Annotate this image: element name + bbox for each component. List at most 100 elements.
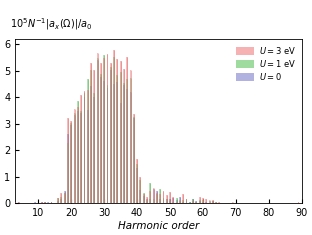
- Bar: [77, 107, 79, 203]
- Bar: [173, 197, 174, 203]
- Bar: [173, 198, 174, 203]
- Bar: [126, 57, 128, 203]
- Bar: [139, 180, 141, 203]
- Bar: [186, 201, 188, 203]
- Bar: [153, 188, 154, 203]
- Bar: [186, 199, 188, 203]
- Bar: [103, 58, 105, 203]
- Bar: [67, 118, 69, 203]
- Bar: [41, 202, 42, 203]
- Bar: [129, 70, 131, 203]
- Bar: [107, 88, 108, 203]
- Bar: [149, 199, 151, 203]
- Bar: [156, 194, 158, 203]
- Bar: [113, 50, 115, 203]
- Bar: [146, 197, 148, 203]
- Bar: [163, 200, 164, 203]
- Bar: [64, 192, 66, 203]
- Bar: [139, 189, 141, 203]
- Bar: [169, 192, 171, 203]
- Bar: [103, 81, 105, 203]
- Bar: [156, 193, 158, 203]
- Bar: [61, 193, 62, 203]
- Bar: [189, 202, 191, 203]
- Bar: [61, 197, 62, 203]
- Bar: [67, 143, 69, 203]
- Bar: [159, 199, 161, 203]
- Bar: [202, 202, 204, 203]
- Bar: [51, 202, 52, 203]
- Bar: [18, 202, 19, 203]
- Bar: [212, 200, 214, 203]
- Bar: [136, 159, 138, 203]
- Bar: [61, 199, 62, 203]
- Bar: [90, 86, 92, 203]
- Bar: [113, 57, 115, 203]
- X-axis label: Harmonic order: Harmonic order: [118, 221, 199, 231]
- Bar: [136, 164, 138, 203]
- Bar: [51, 202, 52, 203]
- Bar: [70, 121, 72, 203]
- Bar: [176, 198, 178, 203]
- Bar: [67, 134, 69, 203]
- Bar: [57, 200, 59, 203]
- Bar: [182, 200, 184, 203]
- Bar: [199, 200, 201, 203]
- Bar: [87, 110, 89, 203]
- Bar: [110, 67, 112, 203]
- Bar: [120, 61, 122, 203]
- Bar: [70, 123, 72, 203]
- Bar: [120, 103, 122, 203]
- Bar: [298, 202, 299, 203]
- Bar: [107, 54, 108, 203]
- Bar: [100, 63, 102, 203]
- Bar: [179, 201, 181, 203]
- Bar: [149, 183, 151, 203]
- Bar: [116, 59, 118, 203]
- Bar: [153, 189, 154, 203]
- Bar: [100, 77, 102, 203]
- Bar: [123, 69, 125, 203]
- Bar: [110, 70, 112, 203]
- Bar: [123, 85, 125, 203]
- Bar: [153, 199, 154, 203]
- Bar: [87, 79, 89, 203]
- Bar: [182, 194, 184, 203]
- Bar: [57, 199, 59, 203]
- Bar: [146, 199, 148, 203]
- Bar: [84, 97, 85, 203]
- Bar: [186, 199, 188, 203]
- Bar: [129, 92, 131, 203]
- Bar: [176, 200, 178, 203]
- Bar: [84, 93, 85, 203]
- Bar: [126, 89, 128, 203]
- Bar: [34, 202, 36, 203]
- Bar: [232, 202, 233, 203]
- Bar: [90, 70, 92, 203]
- Bar: [18, 202, 19, 203]
- Bar: [126, 79, 128, 203]
- Bar: [205, 199, 207, 203]
- Bar: [166, 195, 168, 203]
- Bar: [215, 202, 217, 203]
- Bar: [163, 198, 164, 203]
- Text: $10^5 N^{-1}|a_x(\Omega)|/a_0$: $10^5 N^{-1}|a_x(\Omega)|/a_0$: [10, 17, 92, 32]
- Bar: [143, 193, 144, 203]
- Bar: [166, 199, 168, 203]
- Bar: [47, 202, 49, 203]
- Bar: [14, 202, 16, 203]
- Bar: [182, 202, 184, 203]
- Bar: [192, 201, 194, 203]
- Bar: [195, 202, 197, 203]
- Bar: [169, 201, 171, 203]
- Bar: [103, 55, 105, 203]
- Bar: [80, 111, 82, 203]
- Bar: [212, 201, 214, 203]
- Bar: [123, 83, 125, 203]
- Bar: [173, 202, 174, 203]
- Bar: [129, 78, 131, 203]
- Bar: [149, 191, 151, 203]
- Bar: [156, 191, 158, 203]
- Bar: [116, 82, 118, 203]
- Bar: [41, 202, 42, 203]
